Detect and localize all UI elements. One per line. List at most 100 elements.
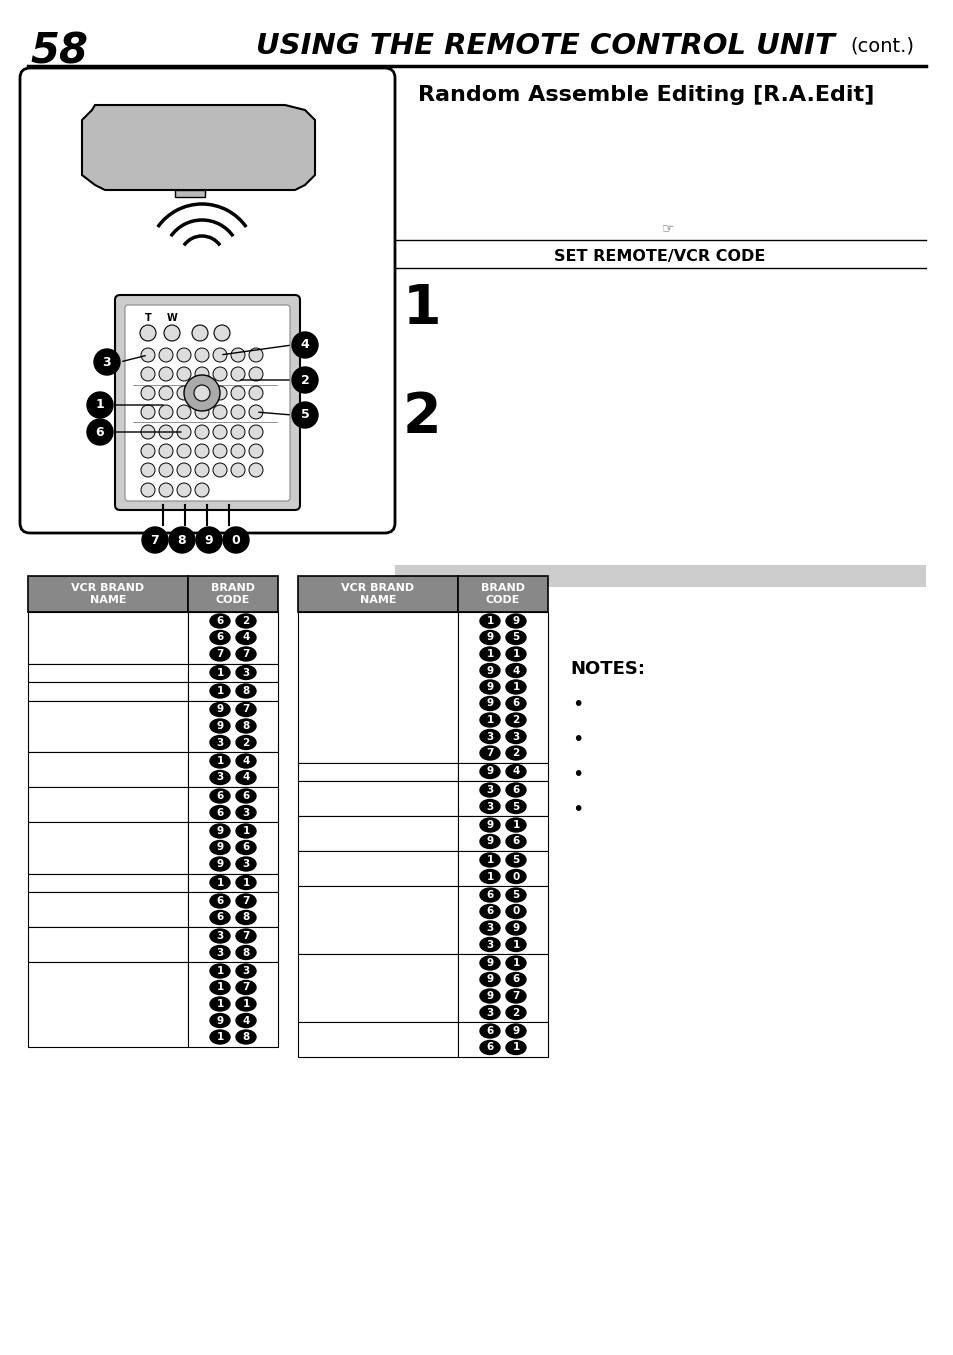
Text: 6: 6 <box>216 791 223 801</box>
Ellipse shape <box>235 789 255 804</box>
Circle shape <box>213 348 227 362</box>
Circle shape <box>213 463 227 477</box>
Ellipse shape <box>235 981 255 995</box>
Ellipse shape <box>479 1005 499 1019</box>
Circle shape <box>194 367 209 381</box>
Bar <box>297 1022 457 1057</box>
Bar <box>28 927 188 962</box>
Text: 6: 6 <box>242 843 250 852</box>
Bar <box>188 612 277 664</box>
Ellipse shape <box>235 771 255 785</box>
Bar <box>188 787 277 822</box>
Text: 3: 3 <box>486 923 493 934</box>
Text: 1: 1 <box>512 958 519 967</box>
Ellipse shape <box>210 875 230 889</box>
Text: 3: 3 <box>242 859 250 869</box>
Ellipse shape <box>210 1014 230 1027</box>
Ellipse shape <box>479 783 499 797</box>
Circle shape <box>141 405 154 419</box>
Ellipse shape <box>505 783 525 797</box>
Ellipse shape <box>505 630 525 645</box>
Circle shape <box>292 332 317 358</box>
Ellipse shape <box>505 818 525 832</box>
Text: 4: 4 <box>242 1015 250 1026</box>
Polygon shape <box>82 104 314 190</box>
Text: •: • <box>572 695 583 714</box>
Text: 58: 58 <box>30 31 88 73</box>
Bar <box>188 822 277 874</box>
Text: 7: 7 <box>242 649 250 659</box>
Text: 1: 1 <box>216 966 223 976</box>
Ellipse shape <box>210 894 230 908</box>
Ellipse shape <box>210 1030 230 1043</box>
Circle shape <box>184 375 220 411</box>
Ellipse shape <box>505 713 525 728</box>
Text: 1: 1 <box>216 999 223 1009</box>
FancyBboxPatch shape <box>115 295 299 509</box>
Circle shape <box>159 425 172 439</box>
Text: 9: 9 <box>486 633 493 642</box>
Circle shape <box>141 482 154 497</box>
Ellipse shape <box>235 805 255 820</box>
Ellipse shape <box>235 1030 255 1043</box>
Circle shape <box>292 367 317 393</box>
Text: 1: 1 <box>216 1033 223 1042</box>
Ellipse shape <box>210 702 230 717</box>
Bar <box>188 892 277 927</box>
Bar <box>457 954 547 1022</box>
Circle shape <box>177 482 191 497</box>
Text: 1: 1 <box>486 649 493 659</box>
Ellipse shape <box>505 729 525 744</box>
Circle shape <box>177 425 191 439</box>
Text: 4: 4 <box>300 339 309 351</box>
Text: 9: 9 <box>486 767 493 776</box>
Bar <box>188 664 277 682</box>
Circle shape <box>141 386 154 400</box>
Ellipse shape <box>505 614 525 627</box>
Circle shape <box>231 348 245 362</box>
Ellipse shape <box>479 646 499 661</box>
Ellipse shape <box>210 646 230 661</box>
Circle shape <box>231 386 245 400</box>
Text: 7: 7 <box>512 991 519 1001</box>
Text: 7: 7 <box>242 982 250 992</box>
Text: 8: 8 <box>242 1033 250 1042</box>
Text: 9: 9 <box>486 698 493 709</box>
Circle shape <box>141 463 154 477</box>
Text: T: T <box>145 313 152 322</box>
Ellipse shape <box>505 888 525 902</box>
Text: 9: 9 <box>486 665 493 676</box>
Text: 9: 9 <box>512 1026 519 1037</box>
Ellipse shape <box>235 946 255 959</box>
Text: 9: 9 <box>486 974 493 985</box>
Text: 0: 0 <box>512 906 519 916</box>
Text: 3: 3 <box>512 732 519 741</box>
Ellipse shape <box>479 957 499 970</box>
Text: VCR BRAND
NAME: VCR BRAND NAME <box>71 583 145 604</box>
Text: 5: 5 <box>300 408 309 421</box>
Text: 9: 9 <box>216 859 223 869</box>
Text: 7: 7 <box>242 705 250 714</box>
Ellipse shape <box>505 1005 525 1019</box>
Ellipse shape <box>479 713 499 728</box>
Bar <box>188 701 277 752</box>
Ellipse shape <box>505 1024 525 1038</box>
Circle shape <box>177 444 191 458</box>
Text: 2: 2 <box>512 748 519 757</box>
Text: 6: 6 <box>512 785 519 795</box>
Text: 3: 3 <box>216 931 223 940</box>
Circle shape <box>164 325 180 341</box>
Text: 6: 6 <box>216 617 223 626</box>
Circle shape <box>159 367 172 381</box>
Ellipse shape <box>235 875 255 889</box>
Text: 7: 7 <box>151 534 159 546</box>
Text: USING THE REMOTE CONTROL UNIT: USING THE REMOTE CONTROL UNIT <box>255 33 834 60</box>
Circle shape <box>249 463 263 477</box>
Ellipse shape <box>235 736 255 749</box>
Text: 2: 2 <box>512 1008 519 1018</box>
Ellipse shape <box>479 614 499 627</box>
Text: 2: 2 <box>242 617 250 626</box>
Text: 6: 6 <box>242 791 250 801</box>
Text: (cont.): (cont.) <box>849 37 913 56</box>
Circle shape <box>194 386 209 400</box>
